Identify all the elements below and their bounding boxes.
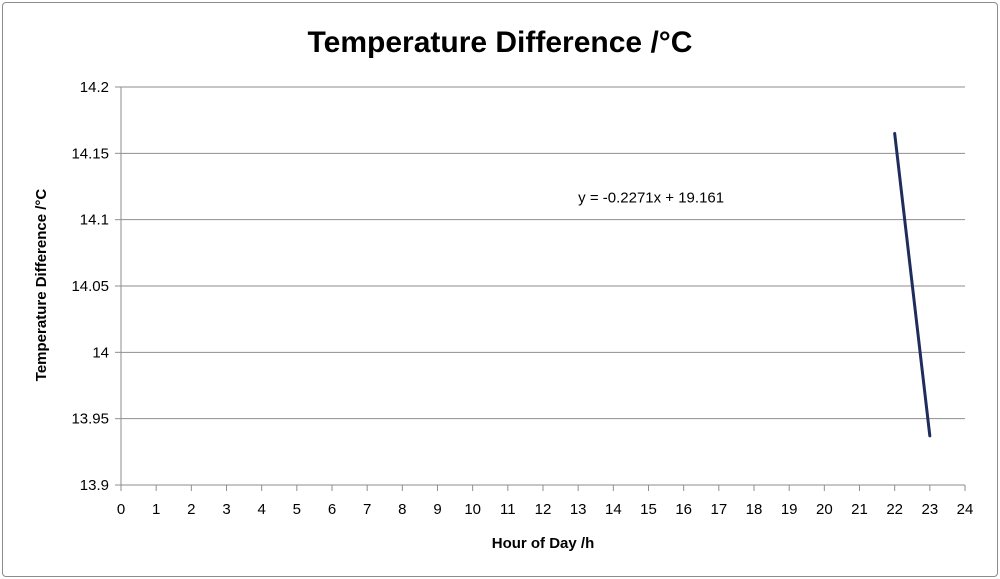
y-tick-label: 14 [92, 344, 109, 361]
chart-title: Temperature Difference /°C [308, 26, 693, 59]
x-tick-label: 7 [363, 501, 371, 518]
y-tick-label: 13.95 [71, 411, 109, 428]
x-tick-label: 15 [640, 501, 657, 518]
x-tick-label: 13 [570, 501, 587, 518]
x-tick-label: 16 [675, 501, 692, 518]
axes [115, 86, 966, 491]
x-tick-label: 0 [117, 501, 125, 518]
x-tick-label: 4 [257, 501, 265, 518]
y-tick-label: 14.05 [71, 278, 109, 295]
y-tick-label: 14.15 [71, 145, 109, 162]
x-tick-label: 14 [605, 501, 622, 518]
x-tick-label: 23 [921, 501, 938, 518]
gridlines [121, 86, 965, 486]
x-tick-label: 5 [293, 501, 301, 518]
x-tick-label: 6 [328, 501, 336, 518]
x-tick-label: 11 [500, 501, 516, 518]
x-tick-label: 24 [957, 501, 974, 518]
series-line [893, 131, 932, 438]
x-tick-label: 17 [710, 501, 727, 518]
series-group [893, 131, 932, 438]
x-tick-label: 22 [886, 501, 903, 518]
x-tick-label: 9 [433, 501, 441, 518]
y-tick-label: 14.2 [80, 79, 109, 96]
x-tick-label: 10 [464, 501, 481, 518]
y-tick-labels: 13.9 13.95 14 14.05 14.1 14.15 14.2 [71, 79, 109, 494]
x-tick-label: 3 [222, 501, 230, 518]
x-tick-label: 18 [746, 501, 763, 518]
y-tick-label: 14.1 [80, 212, 109, 229]
annotations: y = -0.2271x + 19.161 [578, 189, 724, 206]
y-axis-title: Temperature Difference /°C [33, 189, 50, 382]
x-tick-label: 2 [187, 501, 195, 518]
x-axis-title: Hour of Day /h [492, 535, 595, 552]
x-tick-label: 20 [816, 501, 833, 518]
x-tick-label: 8 [398, 501, 406, 518]
x-tick-label: 12 [535, 501, 552, 518]
x-tick-labels: 0 1 2 3 4 5 6 7 8 9 10 11 12 13 14 15 16 17 18 19 20 21 22 23 24 [117, 501, 974, 518]
trendline-equation: y = -0.2271x + 19.161 [578, 189, 724, 206]
x-tick-label: 19 [781, 501, 798, 518]
x-tick-label: 21 [851, 501, 868, 518]
y-tick-label: 13.9 [80, 477, 109, 494]
x-tick-label: 1 [152, 501, 160, 518]
